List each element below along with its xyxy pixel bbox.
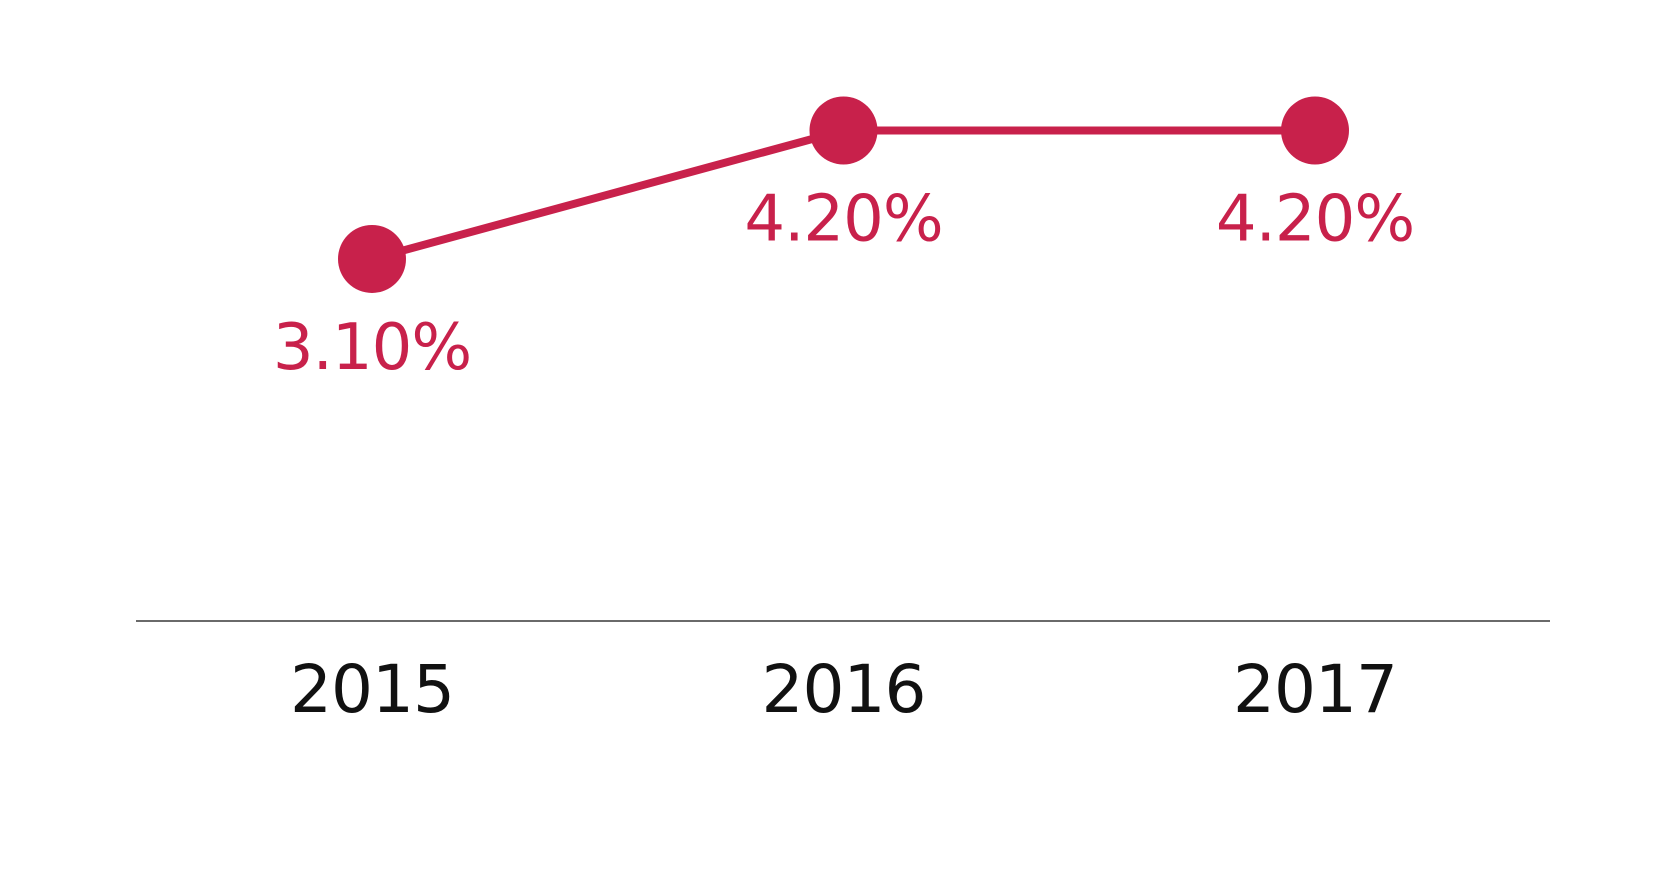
- plot-area: 3.10% 4.20% 4.20%: [273, 96, 1415, 385]
- data-label-2017: 4.20%: [1216, 182, 1414, 256]
- x-tick-label-2017: 2017: [1233, 651, 1397, 728]
- data-point-2015: [338, 224, 406, 293]
- x-tick-label-2015: 2015: [290, 651, 454, 728]
- data-label-2015: 3.10%: [273, 311, 471, 385]
- x-axis: 2015 2016 2017: [136, 620, 1550, 728]
- data-label-2016: 4.20%: [744, 182, 942, 256]
- data-point-2016: [809, 96, 878, 165]
- x-tick-label-2016: 2016: [762, 651, 926, 728]
- data-point-2017: [1281, 96, 1349, 165]
